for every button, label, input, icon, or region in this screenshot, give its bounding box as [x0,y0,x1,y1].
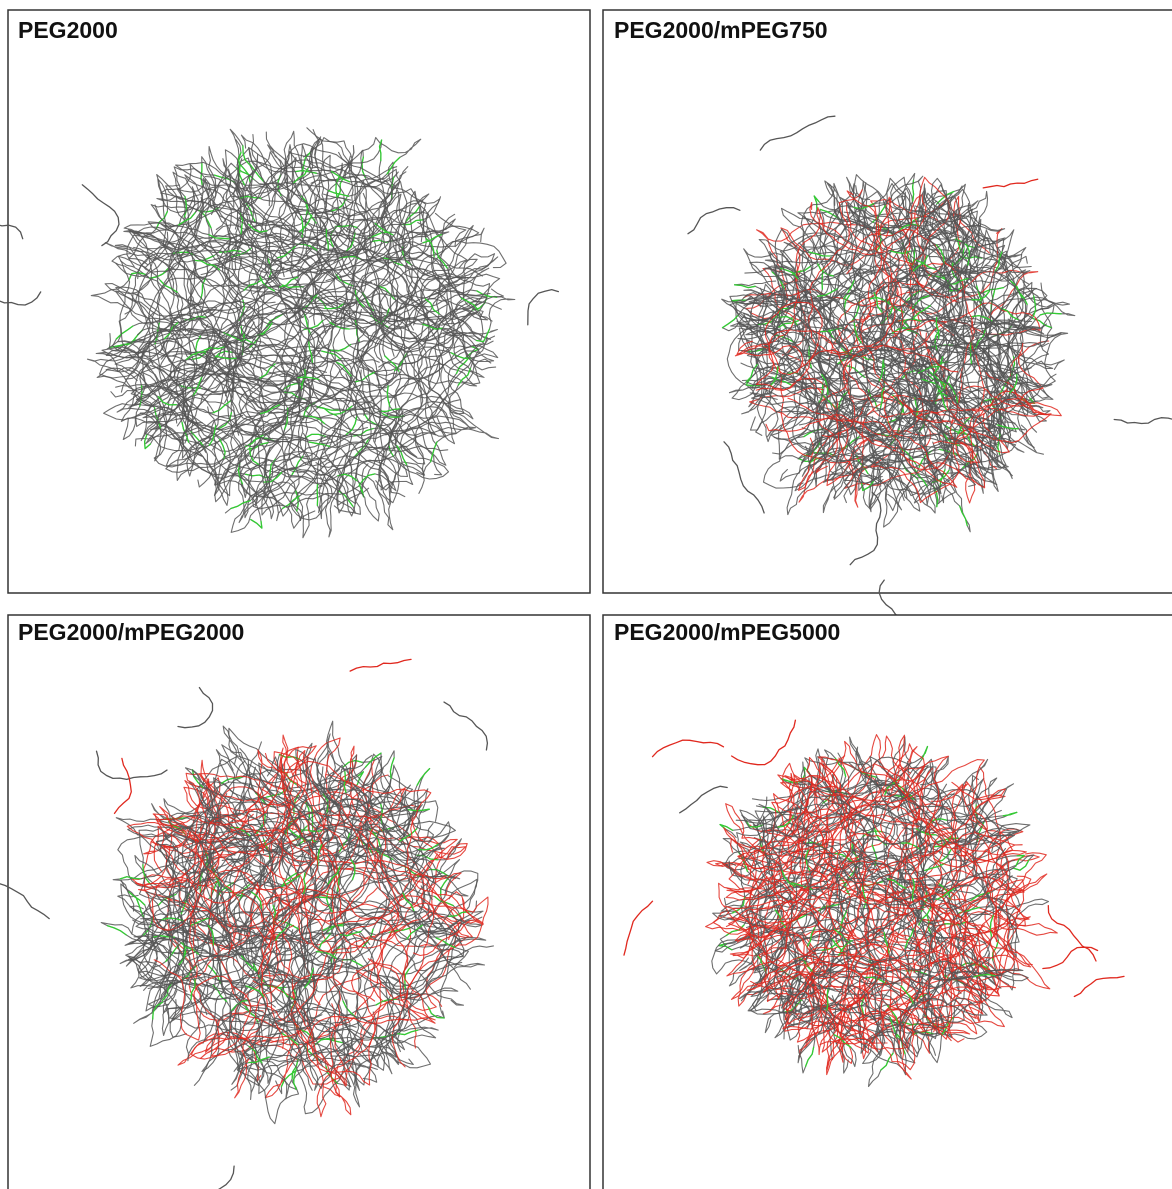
page: {"panels": [ {"title": "PEG2000"}, {"tit… [0,0,1172,1189]
panel: PEG2000/mPEG5000 [603,615,1172,1189]
panel-title: PEG2000/mPEG5000 [614,619,840,645]
panel: PEG2000/mPEG750 [603,10,1172,622]
panel-title: PEG2000/mPEG2000 [18,619,244,645]
panel-title: PEG2000/mPEG750 [614,17,828,43]
panel: PEG2000 [0,10,590,593]
panel-title: PEG2000 [18,17,118,43]
figure: PEG2000 PEG2000/mPEG750 PEG2000/mPEG2000… [0,0,1172,1189]
panel: PEG2000/mPEG2000 [0,615,590,1189]
polymer-chain [827,989,828,1010]
